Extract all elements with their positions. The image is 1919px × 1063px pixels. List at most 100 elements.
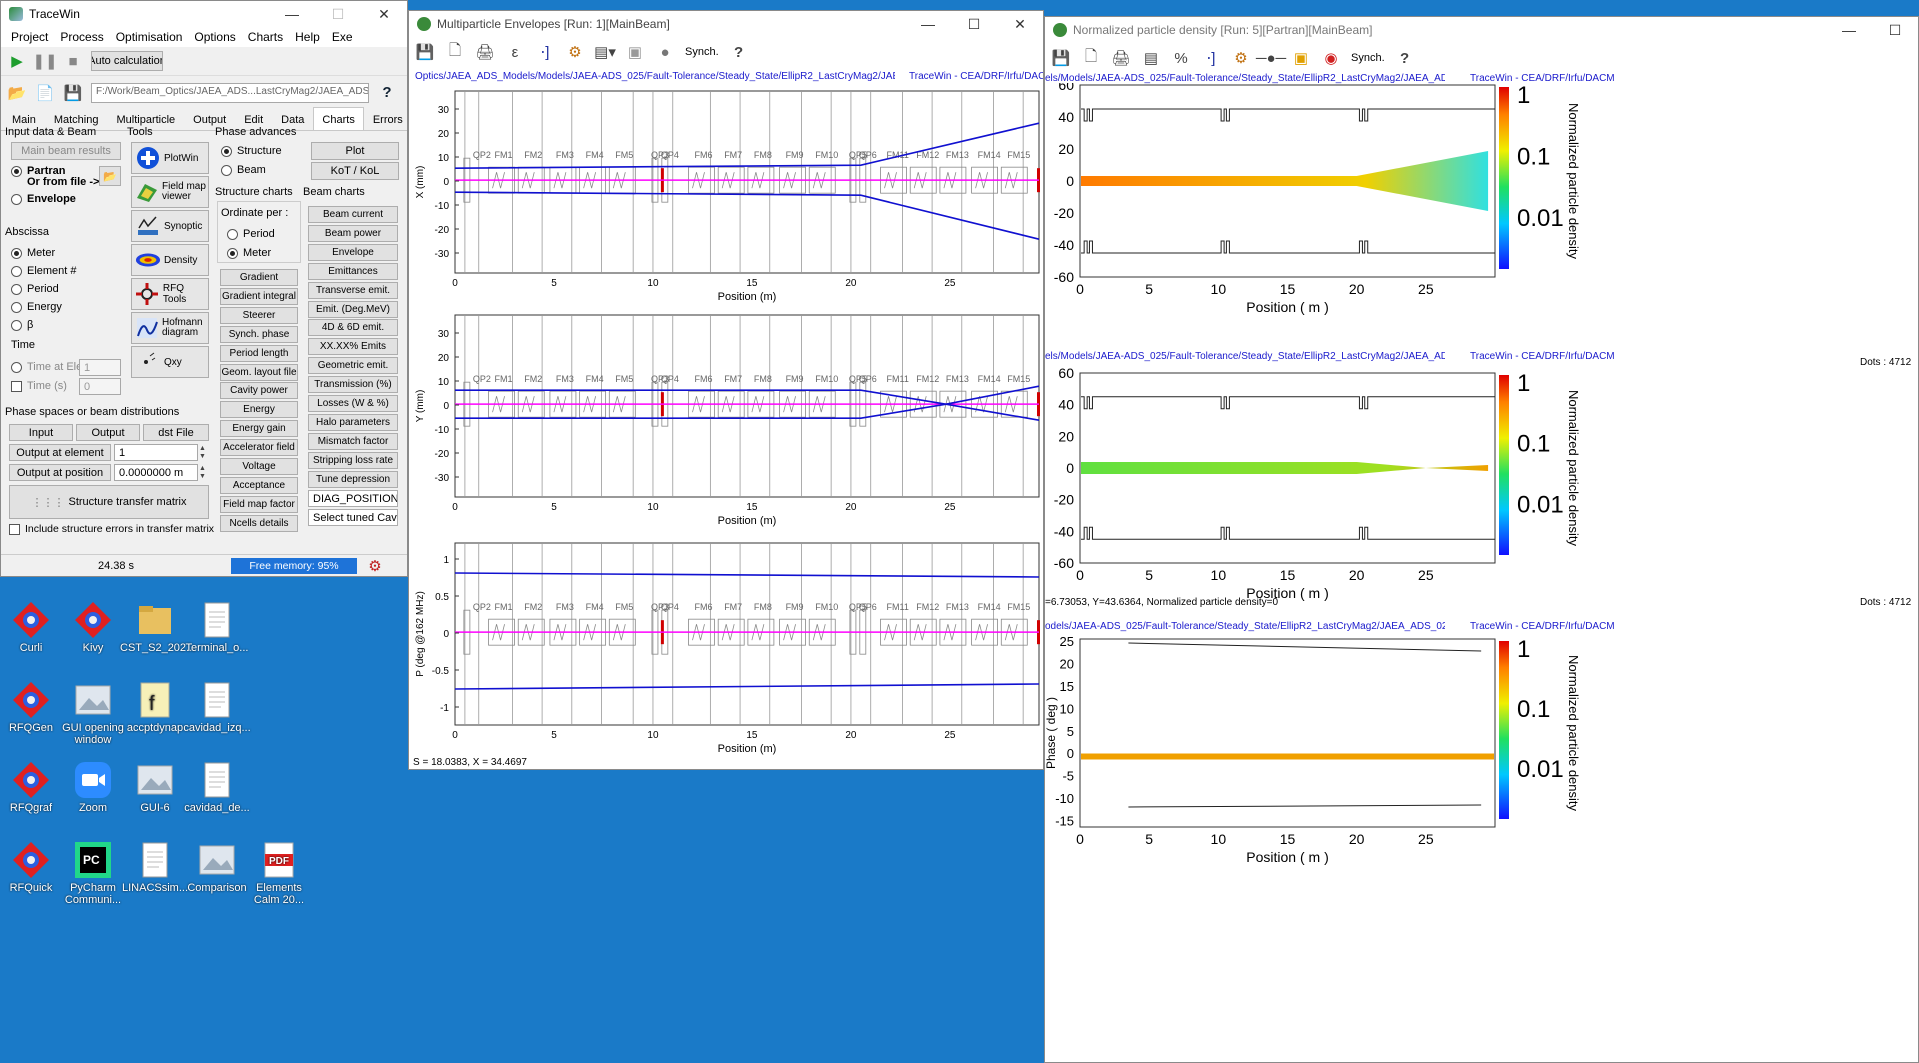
list-icon[interactable]: ▤ bbox=[1143, 50, 1159, 67]
layout-icon[interactable]: ▤▾ bbox=[594, 44, 616, 61]
epsilon-icon[interactable]: ε bbox=[511, 43, 519, 61]
structure-chart-button[interactable]: Synch. phase bbox=[220, 325, 298, 343]
structure-chart-button[interactable]: Ncells details bbox=[220, 514, 298, 532]
output-at-position-field[interactable]: 0.0000000 m bbox=[114, 464, 198, 481]
copy-icon[interactable]: 🗋 bbox=[1084, 47, 1098, 65]
close-button[interactable]: ✕ bbox=[1014, 15, 1026, 32]
structure-chart-button[interactable]: Steerer bbox=[220, 306, 298, 324]
stop-icon[interactable]: ■ bbox=[68, 52, 78, 70]
desktop-icon-curli[interactable]: Curli bbox=[0, 600, 66, 654]
minimize-button[interactable]: — bbox=[285, 6, 299, 22]
maximize-button[interactable]: ☐ bbox=[1888, 21, 1902, 38]
desktop-icon-terminal-o[interactable]: Terminal_o... bbox=[182, 600, 252, 654]
synch-label[interactable]: Synch. bbox=[685, 46, 719, 58]
new-file-icon[interactable]: 📄 bbox=[35, 84, 55, 102]
density-button[interactable]: Density bbox=[131, 244, 209, 276]
qxy-button[interactable]: Qxy bbox=[131, 346, 209, 378]
tab-matching[interactable]: Matching bbox=[53, 114, 99, 126]
tab-charts[interactable]: Charts bbox=[313, 107, 364, 130]
close-button[interactable]: ✕ bbox=[378, 5, 390, 22]
output-at-element-field[interactable]: 1 bbox=[114, 444, 198, 461]
structure-chart-button[interactable]: Accelerator field bbox=[220, 439, 298, 457]
desktop-icon-elements-calm-20[interactable]: PDF Elements Calm 20... bbox=[244, 840, 314, 906]
beam-chart-button[interactable]: Transverse emit. bbox=[308, 281, 398, 299]
folder-browse-button[interactable]: 📂 bbox=[99, 166, 121, 186]
beam-chart-button[interactable]: Losses (W & %) bbox=[308, 395, 398, 412]
desktop-icon-pycharm-communi[interactable]: PC PyCharm Communi... bbox=[58, 840, 128, 906]
minimize-button[interactable]: — bbox=[921, 16, 935, 32]
field-map-viewer-button[interactable]: Field map viewer bbox=[131, 176, 209, 208]
kot-kol-button[interactable]: KoT / KoL bbox=[311, 162, 399, 180]
menu-process[interactable]: Process bbox=[60, 30, 104, 44]
plot-button[interactable]: Plot bbox=[311, 142, 399, 160]
synoptic-button[interactable]: Synoptic bbox=[131, 210, 209, 242]
structure-chart-button[interactable]: Geom. layout file bbox=[220, 363, 298, 381]
project-path-field[interactable]: F:/Work/Beam_Optics/JAEA_ADS...LastCryMa… bbox=[91, 82, 369, 103]
menu-options[interactable]: Options bbox=[194, 30, 236, 44]
envelope-radio[interactable]: Envelope bbox=[11, 193, 76, 205]
menu-exe[interactable]: Exe bbox=[331, 30, 353, 44]
rfq-tools-button[interactable]: RFQ Tools bbox=[131, 278, 209, 310]
position-spinner-icon[interactable]: ▲ ▼ bbox=[199, 464, 206, 480]
main-beam-results-button[interactable]: Main beam results bbox=[11, 142, 121, 160]
open-folder-icon[interactable]: 📂 bbox=[7, 84, 27, 102]
abscissa-element-radio[interactable]: Element # bbox=[11, 265, 77, 277]
bracket-icon[interactable]: ⋅] bbox=[1206, 50, 1216, 67]
structure-chart-button[interactable]: Period length bbox=[220, 344, 298, 362]
tab-edit[interactable]: Edit bbox=[244, 114, 264, 126]
help-cursor-icon[interactable]: ? bbox=[1400, 49, 1410, 67]
circle-icon[interactable]: ● bbox=[660, 43, 670, 61]
beam-chart-button[interactable]: Transmission (%) bbox=[308, 376, 398, 394]
beam-chart-button[interactable]: Emit. (Deg.MeV) bbox=[308, 300, 398, 318]
maximize-button[interactable]: ☐ bbox=[967, 15, 981, 32]
ord-meter-radio[interactable]: Meter bbox=[227, 247, 271, 259]
copy-icon[interactable]: 🗋 bbox=[448, 41, 462, 59]
menu-optimisation[interactable]: Optimisation bbox=[115, 30, 183, 44]
menu-help[interactable]: Help bbox=[295, 30, 320, 44]
hofmann-diagram-button[interactable]: Hofmann diagram bbox=[131, 312, 209, 344]
time-at-ele-radio[interactable]: Time at Ele: bbox=[11, 361, 85, 373]
settings-icon[interactable]: ⚙ bbox=[1234, 50, 1248, 67]
settings-icon[interactable]: ⚙ bbox=[568, 44, 582, 61]
save-icon[interactable]: 💾 bbox=[63, 84, 83, 102]
ord-period-radio[interactable]: Period bbox=[227, 228, 275, 240]
desktop-icon-rfquick[interactable]: RFQuick bbox=[0, 840, 66, 894]
desktop-icon-accptdynap[interactable]: f accptdynap bbox=[120, 680, 190, 734]
structure-chart-button[interactable]: Gradient integral bbox=[220, 287, 298, 305]
abscissa-meter-radio[interactable]: Meter bbox=[11, 247, 55, 259]
structure-transfer-matrix-button[interactable]: ⋮⋮⋮ Structure transfer matrix bbox=[9, 485, 209, 519]
percent-icon[interactable]: % bbox=[1174, 49, 1188, 67]
beam-chart-button[interactable]: Geometric emit. bbox=[308, 357, 398, 375]
beam-chart-button[interactable]: Halo parameters bbox=[308, 413, 398, 431]
maximize-button[interactable]: ☐ bbox=[331, 5, 345, 22]
tab-multiparticle[interactable]: Multiparticle bbox=[116, 114, 176, 126]
ps-output-button[interactable]: Output bbox=[76, 424, 140, 441]
element-spinner-icon[interactable]: ▲ ▼ bbox=[199, 444, 206, 460]
desktop-icon-linacssim[interactable]: LINACSsim... bbox=[120, 840, 190, 894]
print-icon[interactable]: 🖨 bbox=[1111, 50, 1131, 67]
beam-chart-button[interactable]: Beam power bbox=[308, 224, 398, 242]
bracket-icon[interactable]: ⋅] bbox=[540, 44, 550, 61]
time-at-ele-field[interactable]: 1 bbox=[79, 359, 121, 376]
structure-chart-button[interactable]: Energy bbox=[220, 401, 298, 419]
line-marker-icon[interactable]: ─●─ bbox=[1255, 49, 1287, 67]
time-s-field[interactable]: 0 bbox=[79, 378, 121, 395]
auto-calculation-button[interactable]: Auto calculation bbox=[91, 51, 163, 71]
structure-chart-button[interactable]: Field map factor bbox=[220, 495, 298, 513]
save-icon[interactable]: 💾 bbox=[1051, 50, 1071, 67]
beam-chart-button[interactable]: Tune depression bbox=[308, 470, 398, 488]
tab-main[interactable]: Main bbox=[12, 114, 36, 126]
ps-input-button[interactable]: Input bbox=[9, 424, 73, 441]
desktop-icon-comparison[interactable]: Comparison bbox=[182, 840, 252, 894]
desktop-icon-gui-6[interactable]: GUI-6 bbox=[120, 760, 190, 814]
structure-chart-button[interactable]: Acceptance bbox=[220, 476, 298, 494]
play-icon[interactable]: ▶ bbox=[11, 53, 23, 70]
partran-radio[interactable]: Partran bbox=[11, 165, 66, 177]
output-at-position-button[interactable]: Output at position bbox=[9, 464, 111, 481]
select-tuned-cav-select[interactable]: Select tuned Cav▾ bbox=[308, 509, 398, 526]
beam-chart-button[interactable]: Beam current bbox=[308, 206, 398, 223]
structure-chart-button[interactable]: Gradient bbox=[220, 269, 298, 286]
synch-label[interactable]: Synch. bbox=[1351, 52, 1385, 64]
pa-structure-radio[interactable]: Structure bbox=[221, 145, 282, 157]
